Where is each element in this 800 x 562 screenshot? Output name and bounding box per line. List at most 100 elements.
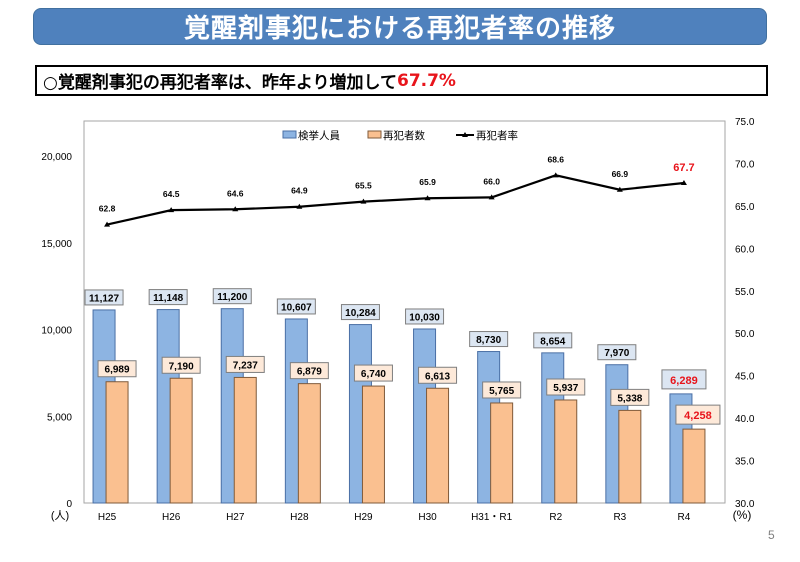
bar-reoffenders	[297, 383, 321, 504]
data-label-arrests: 11,148	[153, 293, 183, 304]
label-box-reoffenders	[610, 388, 650, 406]
summary-highlight-value: 67.7%	[396, 70, 456, 91]
data-label-reoffenders: 7,237	[233, 360, 258, 371]
data-label-arrests: 11,127	[89, 293, 119, 304]
data-label-rate: 66.9	[612, 169, 629, 179]
x-tick-label: R4	[678, 512, 691, 523]
y-right-tick-label: 50.0	[735, 329, 755, 340]
y-right-tick-label: 55.0	[735, 287, 755, 298]
y-left-tick-label: 15,000	[41, 239, 72, 250]
data-label-rate: 65.5	[355, 181, 372, 191]
bar-reoffenders	[169, 377, 193, 504]
data-label-arrests: 8,654	[540, 336, 565, 347]
data-label-arrests: 8,730	[476, 335, 501, 346]
data-label-reoffenders: 7,190	[169, 361, 194, 372]
rate-marker	[616, 186, 623, 192]
rate-marker	[680, 179, 687, 185]
rate-marker	[232, 206, 239, 212]
bar-reoffenders	[490, 402, 514, 504]
y-right-tick-label: 45.0	[735, 372, 755, 383]
y-left-tick-label: 0	[66, 499, 72, 510]
legend-swatch-arrests	[282, 130, 297, 139]
label-box-reoffenders	[97, 360, 137, 378]
rate-line: 62.8 64.5 64.6 64.9 65.5 65.9 66.0 68.6 66.9 67.7	[99, 154, 695, 227]
label-box-reoffenders	[353, 364, 393, 382]
data-label-rate: 65.9	[419, 177, 436, 187]
rate-marker	[552, 172, 559, 178]
label-box-arrests	[533, 332, 573, 349]
label-box-arrests	[212, 288, 252, 305]
legend-swatch-reoffenders	[367, 130, 382, 139]
x-tick-label: H26	[162, 512, 181, 523]
y-left-unit-label: (人)	[51, 509, 69, 522]
legend-marker-rate	[462, 132, 468, 137]
legend: 検挙人員 再犯者数 再犯者率	[282, 129, 518, 142]
x-tick-label: H29	[354, 512, 373, 523]
page-title: 覚醒剤事犯における再犯者率の推移	[33, 8, 767, 45]
bar-reoffenders	[618, 409, 642, 504]
label-box-arrests	[661, 369, 707, 390]
y-right-tick-label: 30.0	[735, 499, 755, 510]
rate-marker	[104, 221, 111, 227]
x-tick-label: H30	[418, 512, 437, 523]
y-right-tick-label: 60.0	[735, 244, 755, 255]
rate-marker	[360, 198, 367, 204]
x-axis: H25 H26 H27 H28 H29 H30 H31・R1 R2 R3 R4	[98, 512, 691, 523]
label-box-arrests	[84, 289, 124, 306]
data-label-rate: 68.6	[547, 154, 564, 164]
data-label-reoffenders: 4,258	[684, 410, 712, 422]
label-box-reoffenders	[225, 355, 265, 373]
data-label-reoffenders: 6,879	[297, 367, 322, 378]
label-box-reoffenders	[546, 378, 586, 396]
data-label-arrests: 11,200	[217, 292, 247, 303]
legend-label-reoffenders: 再犯者数	[383, 129, 425, 142]
y-right-tick-label: 75.0	[735, 117, 755, 128]
data-label-reoffenders: 6,989	[105, 365, 130, 376]
label-box-reoffenders	[289, 362, 329, 380]
y-right-unit-label: (%)	[733, 508, 752, 522]
label-box-arrests	[469, 331, 509, 348]
data-label-arrests: 7,970	[604, 348, 629, 359]
label-box-arrests	[276, 298, 316, 315]
data-label-rate: 67.7	[673, 162, 694, 174]
data-label-arrests: 10,284	[345, 308, 376, 319]
y-right-tick-label: 70.0	[735, 159, 755, 170]
y-axis-right: 30.0 35.0 40.0 45.0 50.0 55.0 60.0 65.0 70.0 75.0	[735, 117, 755, 510]
data-label-arrests: 6,289	[670, 375, 698, 387]
x-tick-label: H27	[226, 512, 245, 523]
label-box-reoffenders	[675, 404, 721, 425]
data-label-reoffenders: 5,338	[617, 393, 642, 404]
data-label-rate: 66.0	[483, 176, 500, 186]
data-label-arrests: 10,607	[281, 302, 312, 313]
rate-marker	[488, 194, 495, 200]
bar-reoffenders	[682, 428, 706, 504]
rate-line-path	[106, 174, 685, 226]
y-right-tick-label: 65.0	[735, 202, 755, 213]
y-left-tick-label: 5,000	[47, 412, 72, 423]
y-left-tick-label: 20,000	[41, 152, 72, 163]
y-axis-left: 0 5,000 10,000 15,000 20,000	[41, 152, 72, 510]
label-box-reoffenders	[418, 366, 458, 384]
legend-label-rate: 再犯者率	[476, 129, 518, 142]
bar-reoffenders	[361, 385, 385, 504]
data-label-reoffenders: 6,613	[425, 371, 450, 382]
label-box-reoffenders	[482, 381, 522, 399]
data-label-rate: 64.6	[227, 188, 244, 198]
data-label-rate: 64.9	[291, 186, 308, 196]
label-box-reoffenders	[161, 356, 201, 374]
label-box-arrests	[597, 344, 637, 361]
label-box-arrests	[405, 308, 445, 325]
y-right-tick-label: 35.0	[735, 457, 755, 468]
bar-reoffenders	[554, 399, 578, 504]
data-label-rate: 62.8	[99, 204, 116, 214]
bar-reoffenders	[233, 376, 257, 504]
data-label-reoffenders: 6,740	[361, 369, 386, 380]
plot-frame	[83, 120, 726, 504]
x-tick-label: H28	[290, 512, 309, 523]
rate-marker	[168, 207, 175, 213]
data-label-reoffenders: 5,937	[553, 383, 578, 394]
bar-reoffenders	[426, 387, 450, 504]
data-label-arrests: 10,030	[409, 312, 440, 323]
summary-statement: ○覚醒剤事犯の再犯者率は、昨年より増加して 67.7%	[35, 65, 768, 96]
